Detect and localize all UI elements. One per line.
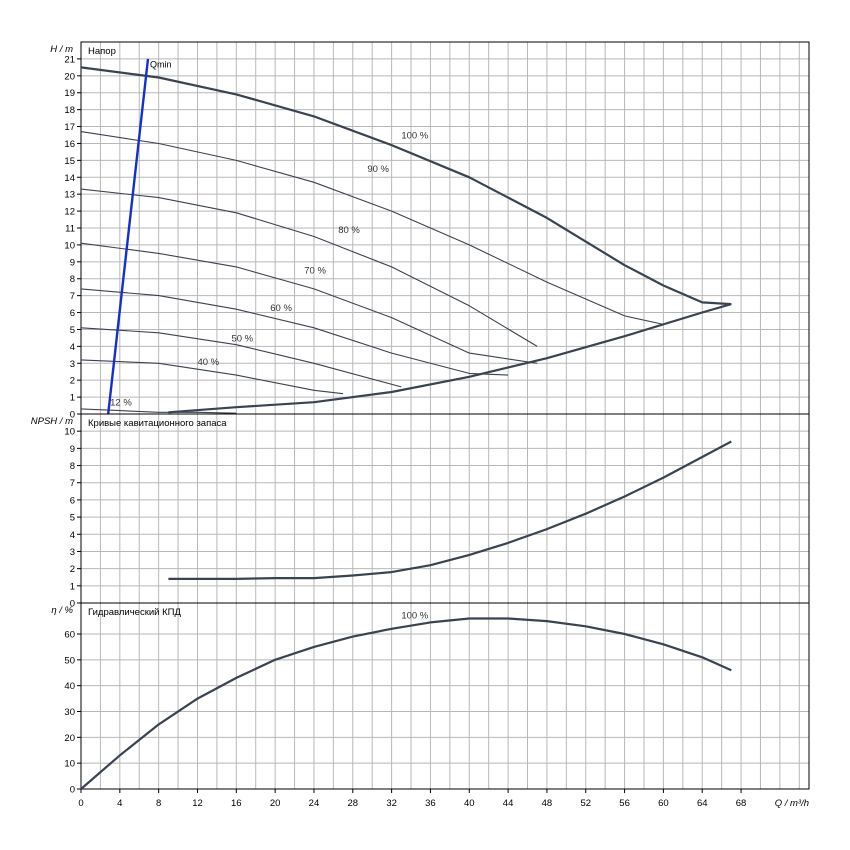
y-tick-label: 18 <box>64 105 75 116</box>
y-axis-label: H / m <box>50 44 73 55</box>
y-tick-label: 0 <box>70 785 75 796</box>
y-tick-label: 17 <box>64 122 75 133</box>
y-tick-label: 1 <box>70 393 75 404</box>
y-tick-label: 2 <box>70 376 75 387</box>
y-tick-label: 3 <box>70 547 75 558</box>
panel-title: Гидравлический КПД <box>88 607 181 618</box>
y-tick-label: 4 <box>70 342 75 353</box>
series-line <box>80 408 237 414</box>
y-tick-label: 40 <box>64 681 75 692</box>
x-tick-label: 28 <box>347 798 358 809</box>
y-tick-label: 14 <box>64 173 75 184</box>
x-tick-label: 32 <box>386 798 397 809</box>
y-tick-label: 20 <box>64 733 75 744</box>
y-tick-label: 1 <box>70 581 75 592</box>
x-tick-label: 8 <box>156 798 161 809</box>
series-line <box>80 288 509 376</box>
series-line <box>80 242 538 364</box>
x-tick-label: 36 <box>425 798 436 809</box>
x-tick-label: 4 <box>117 798 122 809</box>
qmin-label: Qmin <box>150 59 172 69</box>
series-label: 40 % <box>197 357 219 368</box>
y-tick-label: 8 <box>70 274 75 285</box>
y-tick-label: 5 <box>70 513 75 524</box>
series-label: 60 % <box>270 303 292 314</box>
x-tick-label: 0 <box>78 798 83 809</box>
series-label: 50 % <box>231 333 253 344</box>
y-tick-label: 0 <box>70 410 75 421</box>
x-tick-label: 44 <box>503 798 514 809</box>
series-label: 100 % <box>401 611 428 622</box>
series-line <box>80 617 732 790</box>
x-tick-label: 24 <box>309 798 320 809</box>
y-tick-label: 10 <box>64 427 75 438</box>
y-tick-label: 10 <box>64 759 75 770</box>
y-tick-label: 4 <box>70 530 75 541</box>
series-label: 100 % <box>401 130 428 141</box>
y-tick-label: 5 <box>70 325 75 336</box>
y-tick-label: 12 <box>64 207 75 218</box>
y-tick-label: 7 <box>70 291 75 302</box>
series-line <box>80 359 344 395</box>
x-tick-label: 52 <box>580 798 591 809</box>
y-tick-label: 30 <box>64 707 75 718</box>
x-tick-label: 20 <box>270 798 281 809</box>
panel-title: Напор <box>88 46 116 57</box>
x-tick-label: 16 <box>231 798 242 809</box>
y-tick-label: 15 <box>64 156 75 167</box>
x-axis-label: Q / m³/h <box>775 798 809 809</box>
y-tick-label: 2 <box>70 564 75 575</box>
series-label: 12 % <box>110 398 132 409</box>
y-tick-label: 16 <box>64 139 75 150</box>
y-tick-label: 3 <box>70 359 75 370</box>
y-axis-label: NPSH / m <box>31 416 73 427</box>
series-line <box>168 440 732 580</box>
y-tick-label: 11 <box>65 224 75 235</box>
panel-frame <box>80 413 810 604</box>
y-tick-label: 9 <box>70 444 75 455</box>
panel-title: Кривые кавитационного запаса <box>88 418 227 429</box>
y-tick-label: 6 <box>70 308 75 319</box>
x-tick-label: 64 <box>697 798 708 809</box>
y-tick-label: 60 <box>64 630 75 641</box>
series-line <box>80 188 538 347</box>
series-label: 80 % <box>338 225 360 236</box>
y-tick-label: 7 <box>70 478 75 489</box>
x-tick-label: 68 <box>736 798 747 809</box>
series-line <box>80 131 664 325</box>
x-tick-label: 48 <box>542 798 553 809</box>
y-tick-label: 20 <box>64 71 75 82</box>
y-tick-label: 50 <box>64 655 75 666</box>
series-label: 70 % <box>304 266 326 277</box>
x-tick-label: 40 <box>464 798 475 809</box>
series-label: 90 % <box>367 164 389 175</box>
y-tick-label: 9 <box>70 257 75 268</box>
y-axis-label: η / % <box>51 605 73 616</box>
y-tick-label: 6 <box>70 495 75 506</box>
y-tick-label: 10 <box>64 240 75 251</box>
y-tick-label: 8 <box>70 461 75 472</box>
y-tick-label: 0 <box>70 599 75 610</box>
y-tick-label: 21 <box>64 54 75 65</box>
x-tick-label: 56 <box>619 798 630 809</box>
y-tick-label: 19 <box>64 88 75 99</box>
x-tick-label: 60 <box>658 798 669 809</box>
y-tick-label: 13 <box>64 190 75 201</box>
series-line <box>80 66 732 306</box>
series-line <box>80 327 402 388</box>
qmin-line <box>106 58 150 415</box>
panel-frame <box>80 602 810 790</box>
series-line <box>168 303 732 414</box>
x-tick-label: 12 <box>192 798 203 809</box>
